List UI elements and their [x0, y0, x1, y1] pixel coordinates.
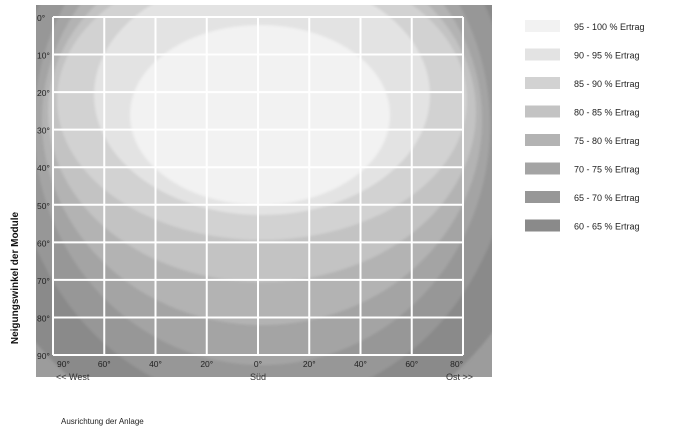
x-sub-label-east: Ost >> — [446, 372, 473, 382]
x-tick-label: 20° — [200, 359, 213, 369]
y-tick-label: 40° — [37, 163, 50, 173]
y-tick-label: 90° — [37, 351, 50, 361]
x-tick-label: 60° — [98, 359, 111, 369]
y-tick-label: 60° — [37, 238, 50, 248]
legend-label: 90 - 95 % Ertrag — [574, 51, 640, 61]
y-tick-label: 80° — [37, 313, 50, 323]
x-axis-label: Ausrichtung der Anlage — [61, 417, 144, 426]
y-tick-label: 20° — [37, 88, 50, 98]
grid — [52, 16, 464, 356]
legend-label: 85 - 90 % Ertrag — [574, 79, 640, 89]
legend-label: 70 - 75 % Ertrag — [574, 165, 640, 175]
x-tick-label: 0° — [254, 359, 262, 369]
y-tick-label: 70° — [37, 276, 50, 286]
legend-label: 95 - 100 % Ertrag — [574, 22, 645, 32]
y-tick-label: 10° — [37, 51, 50, 61]
x-tick-label: 40° — [149, 359, 162, 369]
x-tick-label: 90° — [57, 359, 70, 369]
x-tick-label: 60° — [405, 359, 418, 369]
legend-swatch — [525, 191, 560, 203]
contour-band-95-100 — [130, 25, 390, 205]
legend-swatch — [525, 77, 560, 89]
x-tick-label: 80° — [450, 359, 463, 369]
legend-label: 65 - 70 % Ertrag — [574, 193, 640, 203]
y-axis-ticks: 0° 10° 20° 30° 40° 50° 60° 70° 80° 90° — [37, 13, 50, 361]
x-sub-label-west: << West — [56, 372, 90, 382]
x-sub-label-south: Süd — [250, 372, 266, 382]
legend-swatch — [525, 162, 560, 175]
y-tick-label: 0° — [37, 13, 45, 23]
legend-swatch — [525, 48, 560, 61]
x-tick-label: 20° — [303, 359, 316, 369]
legend-label: 60 - 65 % Ertrag — [574, 222, 640, 232]
legend-swatch — [525, 20, 560, 32]
y-tick-label: 30° — [37, 126, 50, 136]
legend-swatch — [525, 134, 560, 146]
y-tick-label: 50° — [37, 201, 50, 211]
x-tick-label: 40° — [354, 359, 367, 369]
legend: 95 - 100 % Ertrag 90 - 95 % Ertrag 85 - 90… — [525, 20, 645, 232]
legend-label: 80 - 85 % Ertrag — [574, 108, 640, 118]
legend-swatch — [525, 105, 560, 118]
legend-swatch — [525, 219, 560, 232]
legend-label: 75 - 80 % Ertrag — [574, 136, 640, 146]
y-axis-label: Neigungswinkel der Module — [10, 211, 21, 344]
x-axis-ticks: 90° 60° 40° 20° 0° 20° 40° 60° 80° — [57, 359, 463, 369]
